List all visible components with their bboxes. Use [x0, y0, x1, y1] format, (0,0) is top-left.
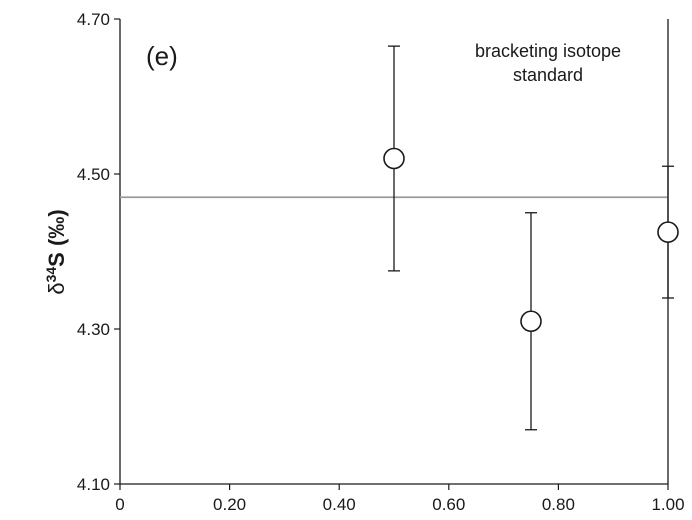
x-tick-label: 0	[115, 495, 124, 514]
y-axis-title-prefix: δ	[44, 282, 69, 294]
y-tick-label: 4.10	[77, 475, 110, 494]
y-tick-label: 4.30	[77, 320, 110, 339]
x-tick-label: 0.20	[213, 495, 246, 514]
tick-labels: 4.10 4.30 4.50 4.70 0 0.20 0.40 0.60 0.80 1.00	[77, 10, 685, 514]
x-tick-label: 0.40	[323, 495, 356, 514]
y-axis-title-unit: (‰)	[44, 209, 69, 252]
panel-label: (e)	[146, 41, 178, 71]
annotation-line-1: bracketing isotope	[475, 41, 621, 61]
annotation-line-2: standard	[513, 65, 583, 85]
x-tick-label: 0.60	[432, 495, 465, 514]
y-axis-title-main: S	[44, 252, 69, 267]
y-tick-label: 4.50	[77, 165, 110, 184]
y-axis-title: δ34S (‰)	[43, 209, 69, 294]
data-point	[520, 310, 542, 333]
data-marks	[383, 45, 679, 431]
axes	[114, 18, 669, 490]
x-tick-label: 1.00	[651, 495, 684, 514]
data-point	[383, 147, 405, 170]
x-tick-label: 0.80	[542, 495, 575, 514]
data-point	[657, 221, 679, 243]
y-tick-label: 4.70	[77, 10, 110, 29]
y-axis-title-superscript: 34	[43, 267, 59, 283]
